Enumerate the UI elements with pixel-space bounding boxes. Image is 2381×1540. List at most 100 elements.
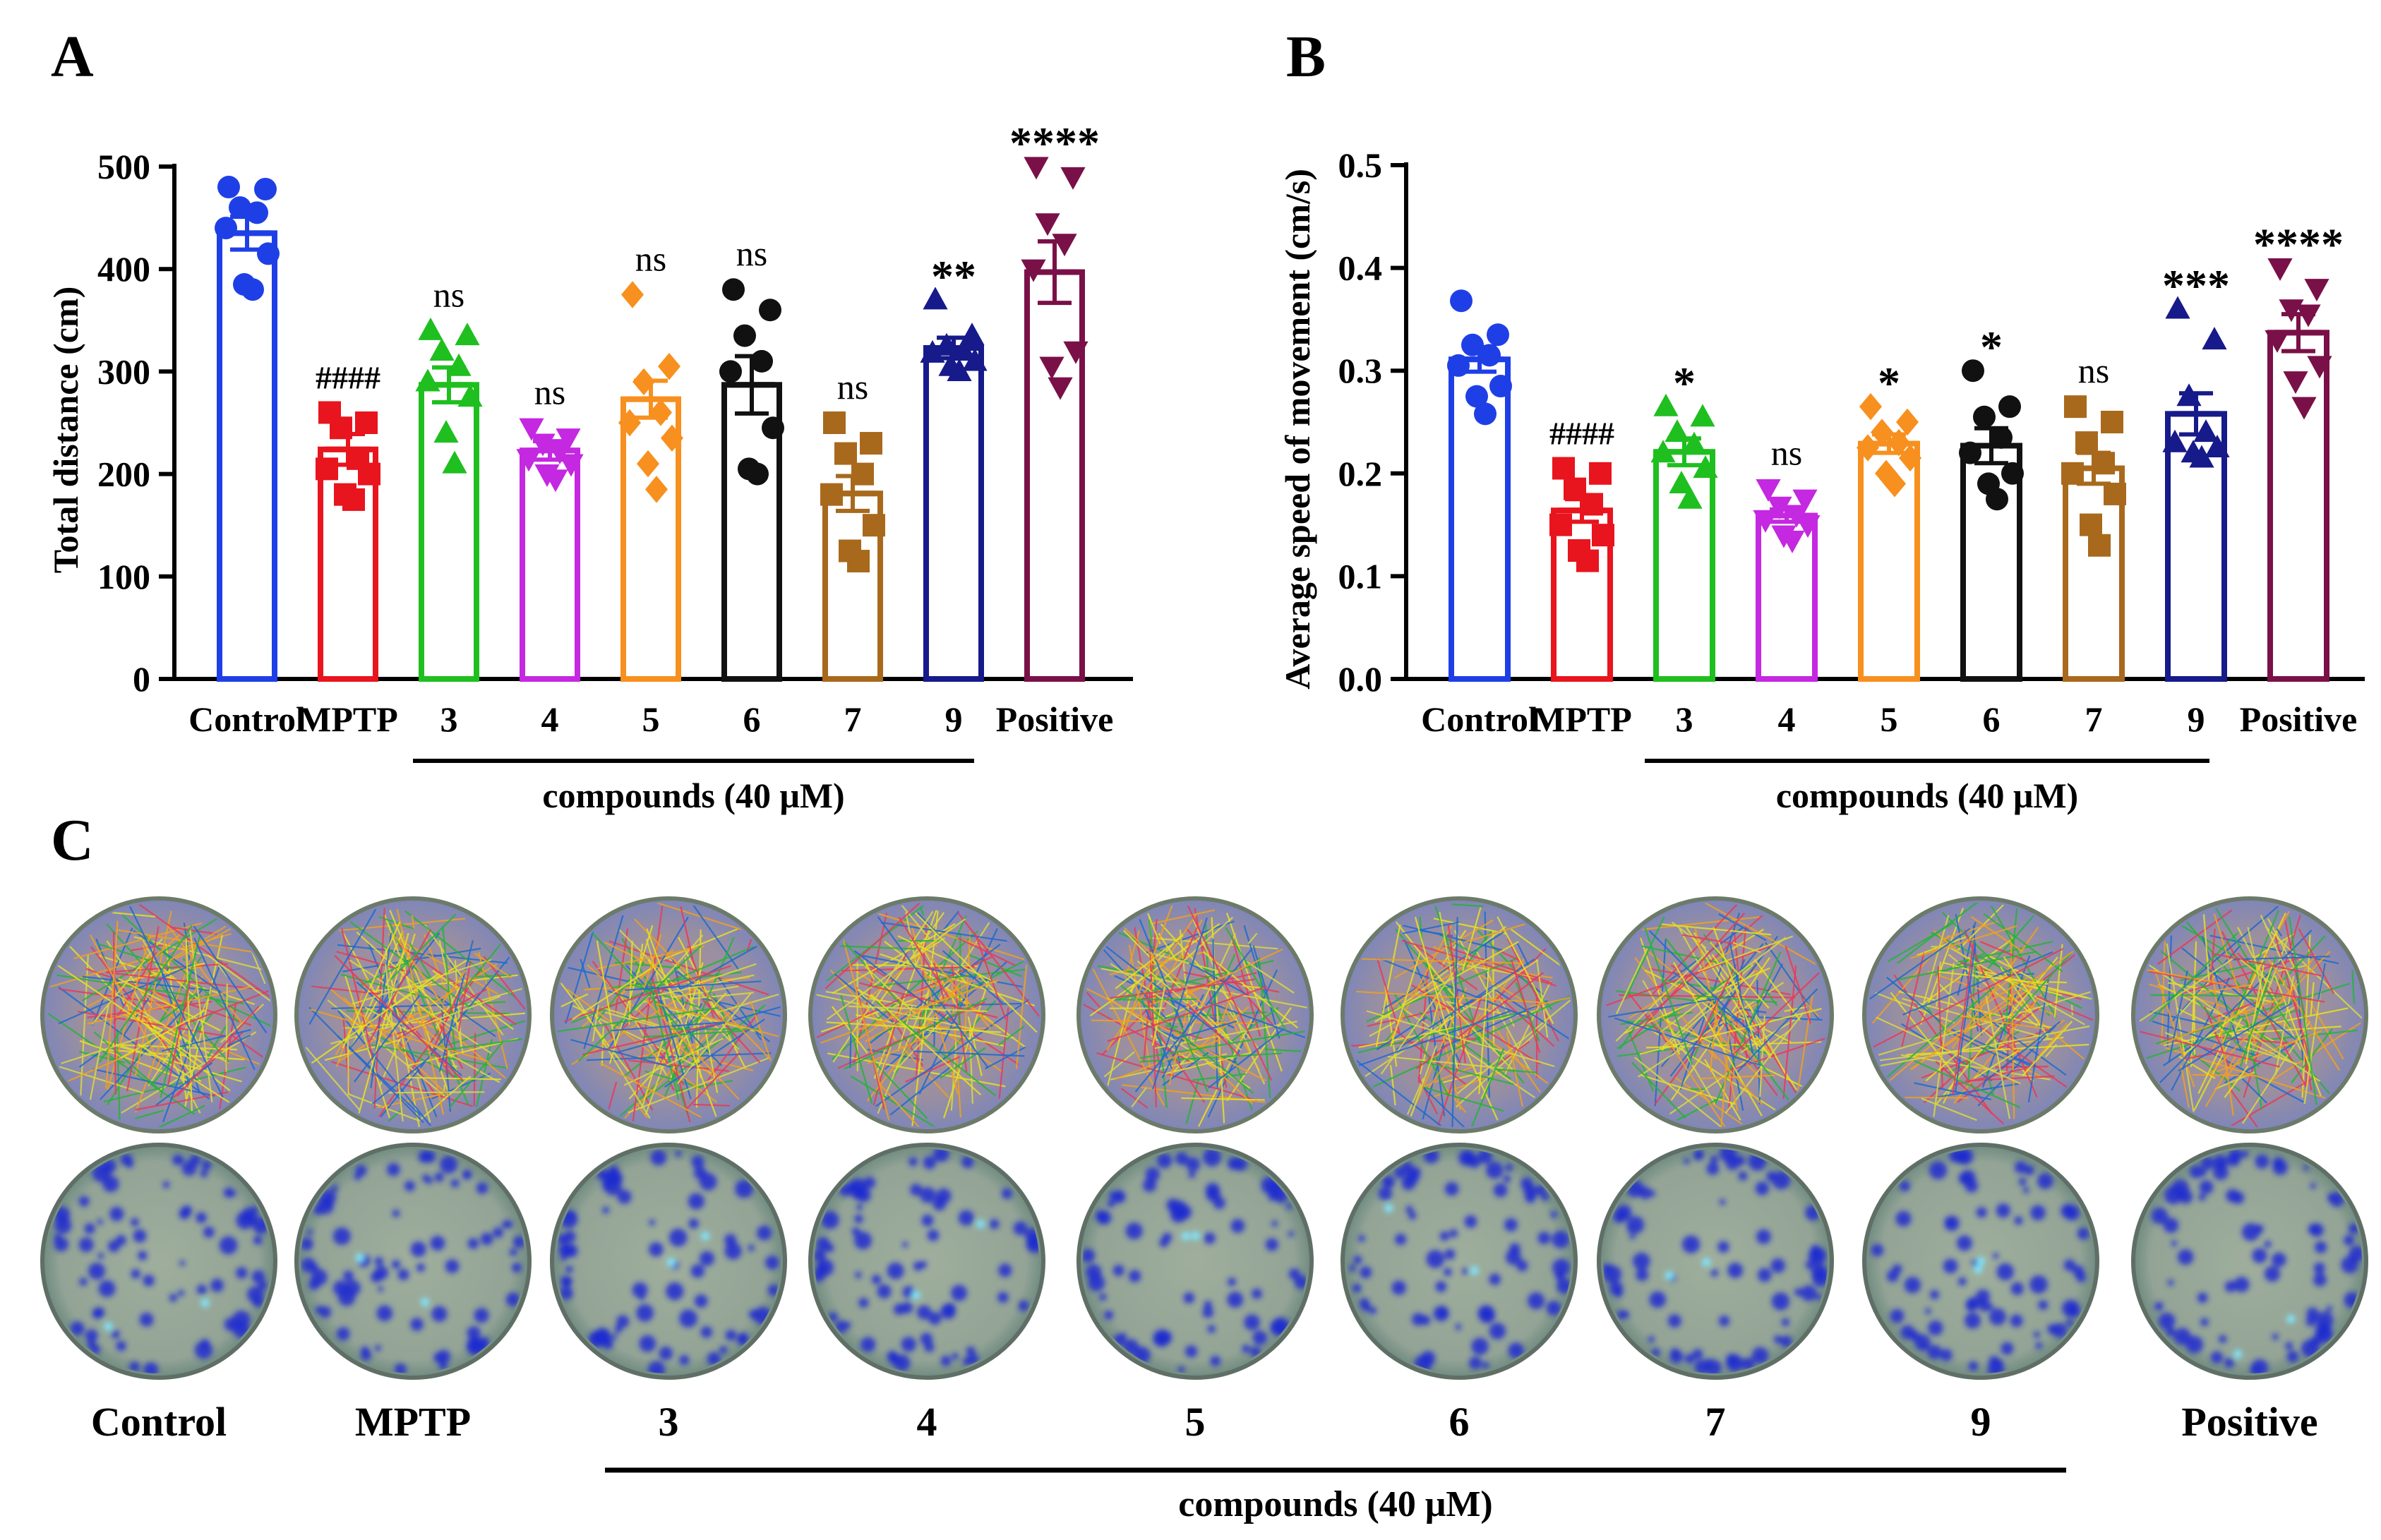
data-point — [1063, 341, 1088, 364]
data-point — [1883, 470, 1906, 498]
data-point — [342, 488, 365, 511]
significance-label: * — [1878, 358, 1900, 408]
dish-label: 3 — [659, 1399, 679, 1445]
data-point — [860, 432, 882, 455]
data-point — [722, 278, 745, 301]
data-point — [923, 287, 948, 310]
x-tick-label: Control — [1421, 699, 1538, 739]
data-point — [719, 360, 742, 383]
data-point — [1857, 434, 1879, 462]
x-tick-label: 3 — [440, 699, 458, 739]
data-point — [920, 339, 945, 363]
significance-label: ns — [534, 372, 565, 411]
data-point — [446, 353, 472, 376]
significance-label: ** — [931, 251, 976, 301]
data-point — [618, 409, 641, 437]
data-point — [746, 462, 769, 486]
data-point — [2001, 462, 2024, 485]
x-tick-label: 5 — [642, 699, 660, 739]
y-tick-label: 0.5 — [1338, 145, 1383, 185]
data-point — [358, 462, 380, 486]
data-point — [1035, 213, 1060, 236]
data-point — [330, 416, 352, 440]
y-tick-label: 0.1 — [1338, 556, 1383, 596]
data-point — [2265, 330, 2290, 353]
y-tick-label: 0.2 — [1338, 454, 1383, 493]
heatmap-dish-5 — [1076, 1143, 1314, 1380]
x-tick-label: 6 — [743, 699, 761, 739]
data-point — [1592, 524, 1614, 547]
data-point — [530, 433, 556, 457]
data-point — [1021, 259, 1046, 282]
data-point — [1986, 488, 2008, 511]
data-point — [834, 442, 857, 465]
data-point — [1052, 234, 1077, 257]
heatmap-dish-4 — [808, 1143, 1045, 1380]
data-point — [1780, 530, 1805, 553]
significance-label: ns — [2078, 351, 2109, 390]
y-tick-label: 400 — [97, 249, 150, 289]
data-point — [2165, 296, 2190, 319]
data-point — [2061, 462, 2084, 485]
x-tick-label: Positive — [2240, 699, 2358, 739]
data-point — [316, 457, 338, 481]
chart-total-distance: 0 100 200 300 400 500 Total distance (cm) Contr… — [46, 118, 1133, 815]
x-tick-label: 3 — [1676, 699, 1693, 739]
x-tick-label: MPTP — [298, 699, 398, 739]
data-point — [2283, 371, 2308, 395]
significance-label: * — [1673, 358, 1696, 408]
data-point — [1478, 344, 1501, 367]
data-point — [1859, 392, 1882, 421]
data-point — [823, 411, 846, 434]
data-point — [2088, 534, 2111, 557]
data-point — [1690, 404, 1715, 427]
data-point — [429, 337, 455, 361]
data-point — [455, 323, 480, 346]
data-point — [750, 349, 773, 373]
significance-label: ns — [837, 367, 868, 407]
bar-control — [217, 230, 277, 682]
data-point — [1871, 419, 1893, 446]
trajectory-dish-9 — [1862, 896, 2099, 1133]
bar-9 — [923, 345, 984, 682]
dish-label: Positive — [2181, 1399, 2317, 1445]
data-point — [820, 483, 843, 506]
panel-label-a: A — [51, 24, 94, 90]
significance-label: #### — [1549, 416, 1614, 452]
heatmap-dish-7 — [1597, 1143, 1834, 1380]
data-point — [1973, 405, 1996, 428]
data-point — [547, 442, 572, 465]
data-point — [1693, 455, 1718, 479]
bar-4 — [520, 447, 580, 682]
data-point — [418, 317, 443, 340]
data-point — [762, 416, 784, 440]
x-tick-label: Control — [188, 699, 306, 739]
data-point — [962, 348, 988, 371]
data-point — [1447, 354, 1470, 377]
y-tick-label: 0.0 — [1338, 659, 1383, 699]
data-point — [847, 550, 870, 573]
data-point — [1039, 356, 1064, 380]
group-label: compounds (40 μM) — [1178, 1484, 1493, 1524]
data-point — [2080, 513, 2102, 536]
y-tick-label: 0.3 — [1338, 351, 1383, 390]
group-label: compounds (40 μM) — [1776, 776, 2078, 815]
data-point — [759, 299, 781, 322]
data-point — [2189, 445, 2214, 468]
y-tick-label: 200 — [97, 455, 150, 494]
data-point — [733, 324, 756, 347]
data-point — [442, 450, 467, 474]
data-point — [1060, 167, 1086, 190]
data-point — [1461, 333, 1484, 356]
heatmap-dish-mptp — [294, 1143, 532, 1380]
data-point — [1756, 479, 1781, 503]
y-tick-label: 300 — [97, 351, 150, 391]
data-point — [649, 399, 672, 426]
data-point — [1549, 513, 1572, 536]
data-point — [1888, 428, 1910, 457]
data-point — [1665, 419, 1690, 443]
data-point — [1465, 385, 1488, 408]
x-tick-label: 6 — [1983, 699, 2001, 739]
x-tick-label: Positive — [996, 699, 1114, 739]
data-point — [543, 469, 568, 493]
